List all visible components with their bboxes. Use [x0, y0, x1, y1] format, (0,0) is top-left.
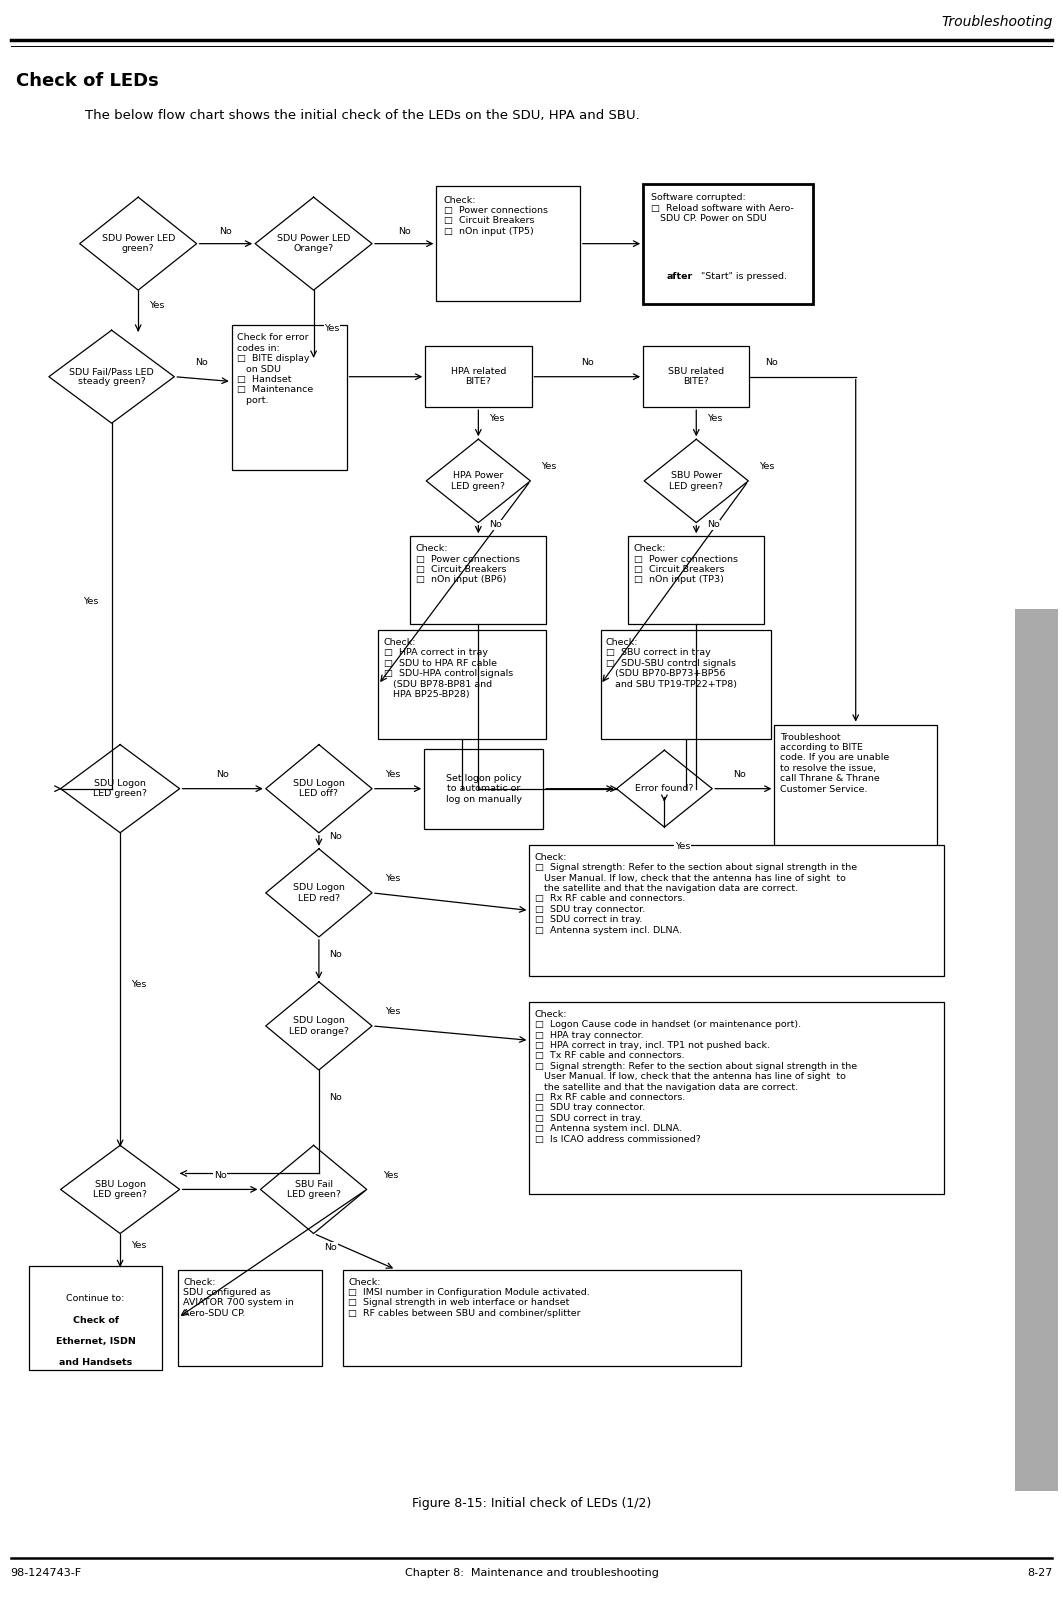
Text: SBU related
BITE?: SBU related BITE?	[669, 367, 724, 386]
Text: SDU Logon
LED off?: SDU Logon LED off?	[293, 779, 344, 798]
Text: Yes: Yes	[385, 1007, 400, 1016]
FancyBboxPatch shape	[643, 346, 749, 407]
Text: No: No	[733, 769, 746, 779]
Text: No: No	[214, 1170, 226, 1180]
FancyBboxPatch shape	[425, 346, 532, 407]
Text: Yes: Yes	[675, 842, 690, 851]
Text: No: No	[324, 1242, 337, 1252]
Text: SDU Power LED
green?: SDU Power LED green?	[101, 234, 175, 253]
Text: Troubleshoot
according to BITE
code. If you are unable
to resolve the issue,
cal: Troubleshoot according to BITE code. If …	[780, 733, 889, 793]
Text: Check:
□  HPA correct in tray
□  SDU to HPA RF cable
□  SDU-HPA control signals
: Check: □ HPA correct in tray □ SDU to HP…	[384, 638, 513, 699]
Text: No: No	[398, 226, 410, 236]
Text: Yes: Yes	[131, 979, 146, 989]
Text: HPA related
BITE?: HPA related BITE?	[451, 367, 506, 386]
Text: Check:
□  IMSI number in Configuration Module activated.
□  Signal strength in w: Check: □ IMSI number in Configuration Mo…	[349, 1278, 590, 1318]
FancyBboxPatch shape	[30, 1266, 162, 1369]
Text: Yes: Yes	[324, 324, 339, 333]
Polygon shape	[266, 981, 372, 1071]
Polygon shape	[61, 1145, 180, 1234]
Text: No: No	[330, 951, 342, 960]
Text: Ethernet, ISDN: Ethernet, ISDN	[55, 1337, 136, 1347]
FancyBboxPatch shape	[775, 725, 938, 853]
Polygon shape	[266, 745, 372, 834]
FancyBboxPatch shape	[378, 630, 546, 739]
Text: No: No	[217, 769, 229, 779]
Text: Chapter 8:  Maintenance and troubleshooting: Chapter 8: Maintenance and troubleshooti…	[405, 1568, 658, 1577]
Text: Yes: Yes	[131, 1241, 146, 1250]
Text: Yes: Yes	[383, 1170, 398, 1180]
Text: Check:
□  Power connections
□  Circuit Breakers
□  nOn input (BP6): Check: □ Power connections □ Circuit Bre…	[416, 545, 520, 585]
Text: 8-27: 8-27	[1027, 1568, 1052, 1577]
Text: SDU Logon
LED green?: SDU Logon LED green?	[94, 779, 147, 798]
Text: SDU Power LED
Orange?: SDU Power LED Orange?	[276, 234, 351, 253]
Polygon shape	[426, 439, 530, 523]
Text: SDU Fail/Pass LED
steady green?: SDU Fail/Pass LED steady green?	[69, 367, 154, 386]
Text: Yes: Yes	[707, 414, 722, 423]
FancyBboxPatch shape	[643, 184, 813, 305]
Text: HPA Power
LED green?: HPA Power LED green?	[452, 471, 505, 491]
FancyBboxPatch shape	[529, 1002, 944, 1194]
Text: No: No	[220, 226, 232, 236]
Text: Yes: Yes	[385, 874, 400, 883]
Text: The below flow chart shows the initial check of the LEDs on the SDU, HPA and SBU: The below flow chart shows the initial c…	[85, 109, 640, 122]
Polygon shape	[61, 745, 180, 834]
Text: Yes: Yes	[84, 596, 99, 606]
Text: No: No	[581, 357, 593, 367]
Text: Figure 8-15: Initial check of LEDs (1/2): Figure 8-15: Initial check of LEDs (1/2)	[411, 1497, 652, 1510]
Text: "Start" is pressed.: "Start" is pressed.	[698, 273, 788, 282]
Text: Check:
SDU configured as
AVIATOR 700 system in
Aero-SDU CP.: Check: SDU configured as AVIATOR 700 sys…	[183, 1278, 294, 1318]
Text: Check:
□  Power connections
□  Circuit Breakers
□  nOn input (TP3): Check: □ Power connections □ Circuit Bre…	[634, 545, 738, 585]
Text: No: No	[707, 521, 720, 529]
Text: Check:
□  SBU correct in tray
□  SDU-SBU control signals
   (SDU BP70-BP73+BP56
: Check: □ SBU correct in tray □ SDU-SBU c…	[606, 638, 737, 689]
FancyBboxPatch shape	[178, 1270, 321, 1366]
Polygon shape	[266, 850, 372, 936]
Polygon shape	[80, 197, 197, 290]
Text: Yes: Yes	[385, 769, 400, 779]
FancyBboxPatch shape	[601, 630, 771, 739]
Text: SDU Logon
LED orange?: SDU Logon LED orange?	[289, 1016, 349, 1036]
Text: Check for error
codes in:
□  BITE display
   on SDU
□  Handset
□  Maintenance
  : Check for error codes in: □ BITE display…	[237, 333, 314, 406]
FancyBboxPatch shape	[1015, 609, 1058, 1491]
Polygon shape	[644, 439, 748, 523]
Text: Yes: Yes	[541, 462, 556, 471]
Text: Software corrupted:
□  Reload software with Aero-
   SDU CP. Power on SDU: Software corrupted: □ Reload software wi…	[651, 194, 793, 223]
Text: Troubleshooting: Troubleshooting	[941, 14, 1052, 29]
FancyBboxPatch shape	[424, 749, 543, 829]
Text: Yes: Yes	[489, 414, 504, 423]
FancyBboxPatch shape	[410, 535, 546, 625]
Text: Check of: Check of	[72, 1316, 119, 1326]
Polygon shape	[255, 197, 372, 290]
Text: Error found?: Error found?	[635, 784, 694, 793]
FancyBboxPatch shape	[436, 186, 580, 301]
Text: Check:
□  Logon Cause code in handset (or maintenance port).
□  HPA tray connect: Check: □ Logon Cause code in handset (or…	[535, 1010, 857, 1143]
Polygon shape	[260, 1145, 367, 1234]
Text: Set logon policy
to automatic or
log on manually: Set logon policy to automatic or log on …	[445, 774, 522, 803]
Text: Yes: Yes	[759, 462, 774, 471]
Polygon shape	[617, 750, 712, 827]
Text: SDU Logon
LED red?: SDU Logon LED red?	[293, 883, 344, 902]
Text: No: No	[765, 357, 778, 367]
FancyBboxPatch shape	[529, 845, 944, 976]
Text: No: No	[330, 1093, 342, 1103]
FancyBboxPatch shape	[232, 325, 347, 470]
Text: Check:
□  Power connections
□  Circuit Breakers
□  nOn input (TP5): Check: □ Power connections □ Circuit Bre…	[444, 196, 547, 236]
Text: after: after	[667, 273, 693, 282]
FancyBboxPatch shape	[628, 535, 764, 625]
Text: No: No	[196, 357, 208, 367]
Text: 98-124743-F: 98-124743-F	[11, 1568, 82, 1577]
Text: Check:
□  Signal strength: Refer to the section about signal strength in the
   : Check: □ Signal strength: Refer to the s…	[535, 853, 857, 935]
Text: SBU Fail
LED green?: SBU Fail LED green?	[287, 1180, 340, 1199]
Text: No: No	[489, 521, 502, 529]
Text: Check of LEDs: Check of LEDs	[16, 72, 158, 90]
FancyBboxPatch shape	[342, 1270, 742, 1366]
Text: SBU Power
LED green?: SBU Power LED green?	[670, 471, 723, 491]
Text: Continue to:: Continue to:	[67, 1294, 124, 1303]
Text: SBU Logon
LED green?: SBU Logon LED green?	[94, 1180, 147, 1199]
Text: Yes: Yes	[149, 301, 164, 311]
Text: No: No	[330, 832, 342, 842]
Polygon shape	[49, 330, 174, 423]
Text: and Handsets: and Handsets	[60, 1358, 132, 1367]
